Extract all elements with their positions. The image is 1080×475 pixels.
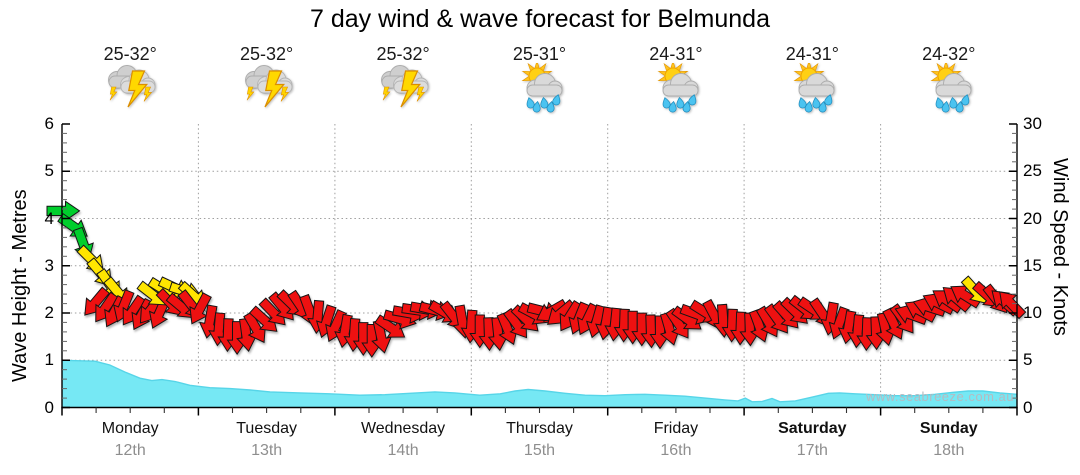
wind-arrows [46, 200, 1027, 358]
lightning-bolt-small [416, 86, 426, 102]
wind-tick-label: 5 [1023, 350, 1033, 370]
weather-icon-box [922, 63, 976, 115]
lightning-bolt-big [264, 70, 285, 108]
day-date-label: 15th [523, 442, 556, 459]
wave-axis-title: Wave Height - Metres [9, 189, 31, 382]
wind-tick-label: 10 [1023, 303, 1042, 322]
wave-tick-label: 4 [44, 208, 54, 228]
wave-tick-label: 6 [44, 114, 54, 133]
axes [61, 123, 1018, 416]
raindrop [812, 96, 821, 109]
day-name-label: Saturday [778, 420, 847, 437]
raindrop [935, 97, 944, 109]
sun-shower-icon [657, 63, 699, 113]
lightning-bolt-small [246, 86, 255, 101]
lightning-bolt-small [280, 86, 289, 102]
day-temp-label: 25-32° [376, 44, 430, 64]
raindrop [551, 94, 560, 106]
cloud [798, 73, 835, 97]
wave-height-area [62, 360, 1017, 408]
raindrop [539, 96, 548, 109]
raindrop [662, 97, 671, 109]
wind-arrow [374, 314, 406, 338]
raindrop [818, 100, 827, 113]
lightning-bolt-big [127, 70, 149, 108]
raindrop [676, 96, 685, 109]
wind-tick-label: 25 [1023, 161, 1042, 181]
day-date-label: 16th [660, 442, 692, 459]
day-name-label: Tuesday [236, 420, 298, 437]
raindrop [546, 100, 555, 113]
day-temp-label: 25-32° [103, 44, 157, 64]
day-name-label: Monday [101, 420, 159, 437]
lightning-bolt-small [109, 86, 118, 101]
wave-tick-label: 3 [44, 255, 54, 275]
gridlines [62, 124, 1017, 408]
raindrop [798, 97, 807, 109]
raindrop [682, 100, 691, 113]
raindrop [961, 94, 970, 106]
raindrop [668, 100, 677, 113]
day-temp-label: 24-32° [922, 44, 976, 64]
wind-arrow [882, 307, 905, 340]
day-date-label: 13th [251, 442, 283, 459]
wave-tick-label: 1 [44, 350, 54, 370]
day-date-label: 14th [387, 442, 419, 459]
raindrop [688, 94, 697, 106]
wave-tick-label: 0 [44, 397, 54, 417]
wind-axis-title: Wind Speed - Knots [1049, 158, 1071, 336]
weather-icon-box [103, 63, 157, 115]
wave-tick-label: 5 [44, 161, 54, 181]
raindrop [949, 96, 958, 109]
day-temp-label: 24-31° [649, 44, 703, 64]
day-name-label: Sunday [919, 420, 978, 437]
cloud [935, 73, 972, 97]
sun-shower-icon [793, 63, 835, 113]
weather-icon-box [376, 63, 430, 115]
weather-icon-box [649, 63, 703, 115]
raindrop [526, 97, 535, 109]
lightning-bolt-small [143, 86, 153, 102]
day-name-label: Wednesday [360, 420, 446, 437]
raindrop [805, 100, 813, 113]
day-date-label: 18th [933, 442, 965, 459]
wind-arrow [999, 291, 1027, 320]
weather-icon-box [513, 63, 567, 115]
lightning-bolt-big [400, 70, 422, 108]
wind-arrow [248, 305, 278, 332]
day-name-label: Thursday [506, 420, 573, 437]
storm-icon [244, 65, 293, 108]
cloud [662, 73, 699, 97]
raindrop [532, 100, 541, 113]
wind-tick-label: 0 [1023, 397, 1033, 417]
day-date-label: 17th [796, 442, 828, 459]
day-temp-label: 24-31° [785, 44, 839, 64]
weather-icon-box [240, 63, 294, 115]
storm-icon [108, 65, 156, 108]
day-date-label: 12th [114, 442, 146, 459]
wave-tick-label: 2 [44, 303, 54, 322]
raindrop [941, 100, 950, 113]
storm-icon [381, 65, 429, 108]
wind-arrow [371, 319, 392, 354]
wave-height-edge [61, 359, 1018, 403]
day-temp-label: 25-31° [512, 44, 567, 64]
sun-shower-icon [930, 63, 972, 113]
lightning-bolt-small [382, 86, 391, 101]
wind-tick-label: 30 [1023, 114, 1042, 133]
day-temp-label: 25-32° [240, 44, 294, 64]
wind-tick-label: 15 [1023, 255, 1042, 275]
chart-title: 7 day wind & wave forecast for Belmunda [310, 5, 770, 33]
watermark: www.seabreeze.com.au [865, 389, 1014, 404]
raindrop [955, 100, 964, 113]
cloud [526, 73, 562, 97]
wind-arrow [46, 200, 81, 222]
wind-tick-label: 20 [1023, 208, 1042, 228]
day-name-label: Friday [653, 420, 699, 437]
weather-icon-box [785, 63, 839, 115]
sun-shower-icon [520, 63, 562, 113]
raindrop [824, 94, 833, 106]
